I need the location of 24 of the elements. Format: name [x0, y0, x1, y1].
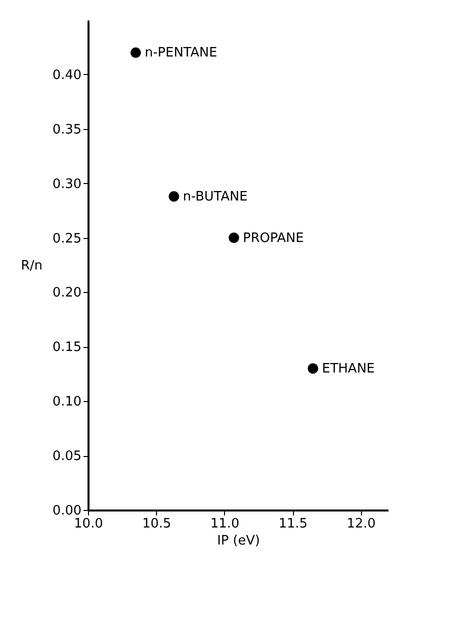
x-tick-label: 12.0: [346, 516, 376, 532]
y-tick-label: 0.00: [52, 504, 82, 518]
y-tick-label: 0.25: [52, 231, 82, 246]
series-label: n-BUTANE: [182, 189, 248, 204]
y-tick-label: 0.30: [52, 176, 82, 192]
x-tick-label: 11.5: [278, 516, 308, 532]
x-axis-title: IP (eV): [217, 534, 260, 548]
point: [130, 47, 141, 58]
y-tick-label: 0.35: [52, 122, 82, 138]
y-tick-label: 0.05: [52, 449, 82, 464]
x-tick-label: 10.0: [74, 516, 103, 532]
x-tick-label: 11.0: [210, 516, 240, 532]
series-label: n-PENTANE: [144, 46, 218, 61]
point: [168, 191, 180, 202]
y-tick-label: 0.15: [52, 340, 82, 356]
x-tick-label: 10.5: [142, 516, 172, 532]
y-axis-title: R/n: [20, 258, 43, 274]
y-tick-label: 0.40: [52, 68, 82, 83]
y-tick-label: 0.10: [52, 394, 82, 410]
point: [228, 232, 240, 244]
point: [308, 363, 318, 374]
series-label: ETHANE: [322, 361, 375, 376]
y-tick-label: 0.20: [52, 286, 82, 301]
series-label: PROPANE: [242, 230, 304, 246]
